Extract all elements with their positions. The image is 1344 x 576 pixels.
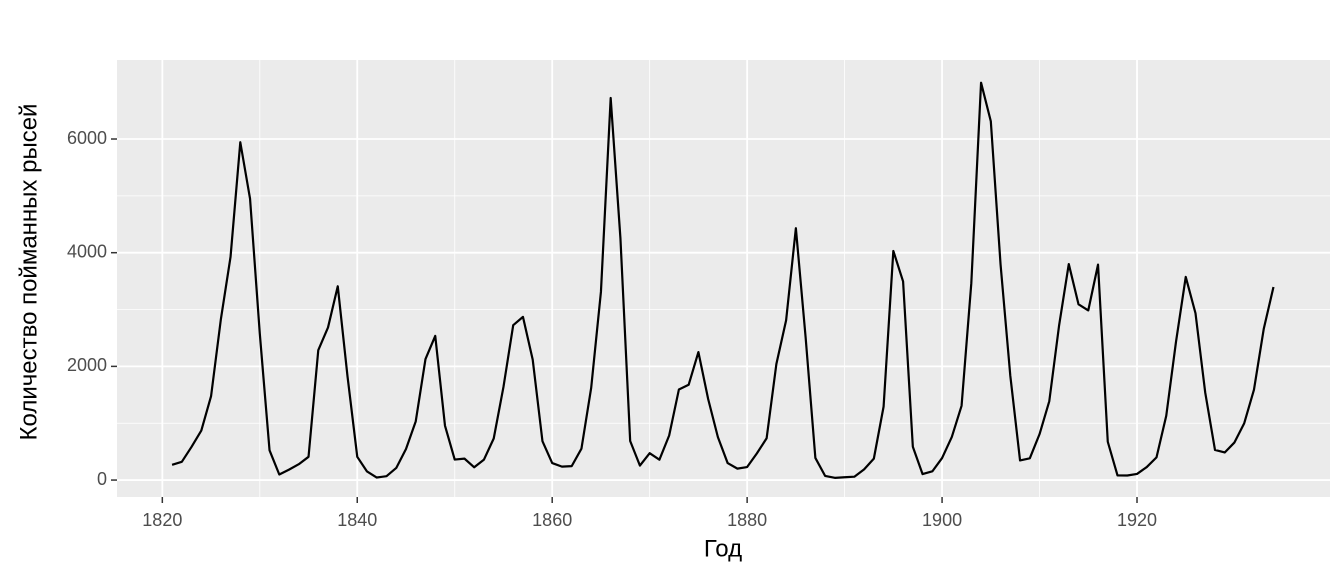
data-line [171,81,1275,479]
x-tick-label: 1820 [142,510,182,530]
panel [117,60,1330,497]
x-tick-label: 1860 [532,510,572,530]
x-axis-title: Год [704,535,742,562]
x-tick-label: 1880 [727,510,767,530]
x-tick-label: 1900 [922,510,962,530]
y-tick-label: 0 [97,469,107,489]
y-tick-label: 6000 [67,128,107,148]
x-tick-label: 1840 [337,510,377,530]
y-tick-label: 2000 [67,355,107,375]
y-axis-title: Количество пойманных рысей [15,104,42,441]
x-tick-label: 1920 [1117,510,1157,530]
y-tick-label: 4000 [67,241,107,261]
